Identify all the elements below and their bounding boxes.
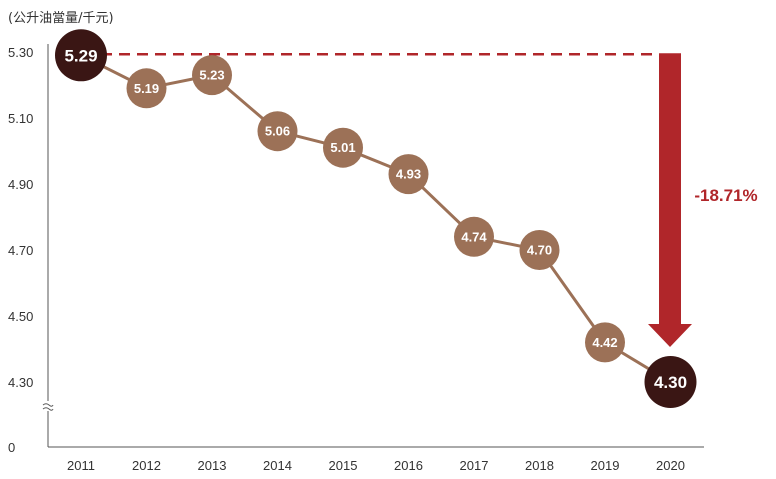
data-label: 5.23: [199, 68, 224, 83]
data-marker: [519, 230, 560, 270]
axis-break-stroke: [42, 407, 54, 411]
x-axis-tick-labels: 2011 2012 2013 2014 2015 2016 2017 2018 2019 2020: [67, 458, 685, 473]
data-point: 5.29: [55, 29, 107, 82]
axis-break-stroke: [42, 403, 54, 407]
data-markers: 5.29 5.19 5.23 5.06 5.01 4.93 4.74 4.70 4.42 4.30: [55, 29, 697, 408]
x-tick-label: 2016: [394, 458, 423, 473]
data-point: 4.30: [644, 356, 697, 408]
data-marker: [454, 216, 494, 257]
data-label: 4.74: [461, 229, 487, 244]
data-point: 5.01: [323, 127, 363, 168]
data-marker: [126, 68, 167, 109]
y-axis-tick-labels: 5.30 5.10 4.90 4.70 4.50 4.30 0: [8, 45, 33, 455]
change-percent-label: -18.71%: [694, 186, 757, 205]
x-tick-label: 2011: [67, 458, 95, 473]
data-point: 5.19: [126, 68, 167, 109]
data-point: 4.93: [388, 154, 429, 195]
data-label: 5.19: [134, 81, 159, 96]
data-marker: [192, 55, 232, 96]
x-tick-label: 2018: [525, 458, 554, 473]
y-tick-label: 5.30: [8, 45, 33, 60]
data-marker: [55, 29, 107, 82]
data-label: 4.93: [396, 167, 421, 182]
data-point: 4.42: [585, 322, 625, 363]
data-marker: [323, 127, 363, 168]
x-tick-label: 2014: [263, 458, 292, 473]
data-label: 5.06: [265, 124, 290, 139]
y-tick-label: 4.70: [8, 243, 33, 258]
x-tick-label: 2013: [198, 458, 227, 473]
data-marker: [644, 356, 697, 408]
y-tick-label: 0: [8, 440, 15, 455]
data-point: 5.06: [257, 111, 298, 152]
data-marker: [257, 111, 298, 152]
y-tick-label: 5.10: [8, 111, 33, 126]
data-label: 4.30: [654, 373, 687, 392]
series-polyline: [80, 53, 672, 384]
decrease-arrow: [648, 53, 692, 348]
data-label: 5.01: [330, 140, 355, 155]
data-marker: [585, 322, 625, 363]
y-axis-unit-label: (公升油當量/千元): [8, 11, 114, 26]
y-tick-label: 4.50: [8, 309, 33, 324]
data-label: 4.42: [592, 335, 617, 350]
data-label: 4.70: [527, 243, 552, 258]
axis-break-gap: [43, 401, 53, 411]
data-point: 4.74: [454, 216, 494, 257]
change-annotation: -18.71%: [101, 53, 758, 348]
axis-break-mark: [42, 401, 54, 411]
y-tick-label: 4.90: [8, 177, 33, 192]
data-label: 5.29: [64, 46, 97, 65]
x-tick-label: 2015: [329, 458, 358, 473]
x-tick-label: 2012: [132, 458, 161, 473]
x-tick-label: 2020: [656, 458, 685, 473]
y-tick-label: 4.30: [8, 375, 33, 390]
data-point: 5.23: [192, 55, 232, 96]
x-tick-label: 2019: [591, 458, 620, 473]
series-line: [80, 53, 672, 384]
data-point: 4.70: [519, 230, 560, 270]
axes: [42, 44, 704, 448]
data-marker: [388, 154, 429, 195]
x-tick-label: 2017: [460, 458, 489, 473]
